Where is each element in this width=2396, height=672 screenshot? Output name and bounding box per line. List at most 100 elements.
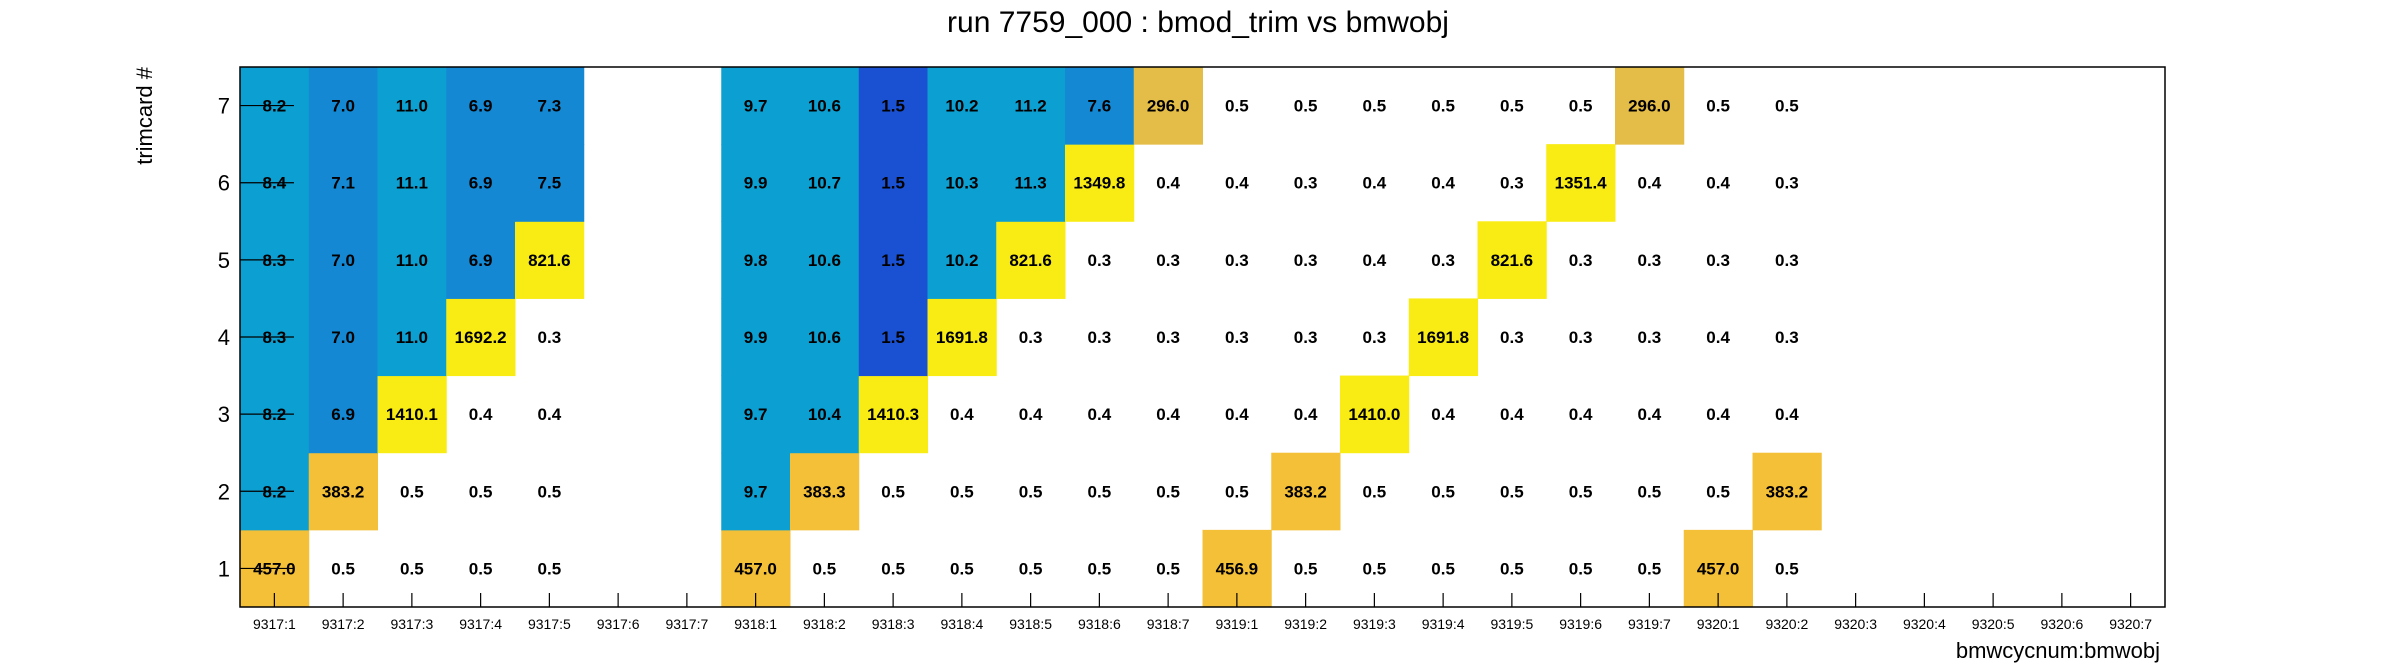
cell-value-label: 0.4 <box>1706 328 1730 347</box>
cell-value-label: 0.3 <box>1775 251 1799 270</box>
cell-value-label: 0.3 <box>1156 328 1180 347</box>
cell-value-label: 6.9 <box>469 251 493 270</box>
cell-value-label: 0.5 <box>1088 559 1112 578</box>
cell-value-label: 0.3 <box>1088 328 1112 347</box>
cell-value-label: 10.2 <box>945 97 978 116</box>
x-tick-label: 9318:4 <box>940 616 983 632</box>
heatmap-cell <box>377 221 447 299</box>
heatmap-cell <box>790 67 860 145</box>
cell-value-label: 11.1 <box>396 174 428 193</box>
heatmap-cell <box>858 67 928 145</box>
x-tick-label: 9320:4 <box>1903 616 1946 632</box>
cell-value-label: 1349.8 <box>1073 174 1125 193</box>
cell-value-label: 11.0 <box>396 328 428 347</box>
x-tick-label: 9319:5 <box>1490 616 1533 632</box>
cell-value-label: 0.5 <box>538 559 562 578</box>
x-tick-label: 9317:2 <box>322 616 365 632</box>
cell-value-label: 1410.0 <box>1348 405 1400 424</box>
heatmap-cell <box>996 67 1066 145</box>
cell-value-label: 821.6 <box>1009 251 1052 270</box>
cell-value-label: 0.4 <box>1775 405 1799 424</box>
heatmap-cell <box>308 375 378 454</box>
cell-value-label: 0.4 <box>469 405 493 424</box>
y-tick-label: 5 <box>218 248 230 273</box>
cell-value-label: 10.7 <box>808 174 841 193</box>
cell-value-label: 456.9 <box>1216 559 1259 578</box>
heatmap-cell <box>927 144 997 222</box>
cell-value-label: 0.3 <box>1225 251 1249 270</box>
x-tick-label: 9317:6 <box>597 616 640 632</box>
cell-value-label: 9.7 <box>744 482 768 501</box>
cell-value-label: 0.4 <box>1088 405 1112 424</box>
cell-value-label: 9.7 <box>744 97 768 116</box>
x-tick-label: 9318:6 <box>1078 616 1121 632</box>
cell-value-label: 0.5 <box>1638 482 1662 501</box>
chart-title: run 7759_000 : bmod_trim vs bmwobj <box>947 6 1449 39</box>
cell-value-label: 821.6 <box>528 251 571 270</box>
cell-value-label: 6.9 <box>469 174 493 193</box>
heatmap-cell <box>721 144 791 222</box>
cell-value-label: 0.4 <box>1431 174 1455 193</box>
x-axis-title: bmwcycnum:bmwobj <box>1956 638 2160 663</box>
cell-value-label: 0.5 <box>881 559 905 578</box>
cell-value-label: 457.0 <box>734 559 777 578</box>
cell-value-label: 0.4 <box>1363 251 1387 270</box>
cell-value-label: 0.4 <box>1638 174 1662 193</box>
y-tick-label: 4 <box>218 325 230 350</box>
cell-value-label: 0.4 <box>1638 405 1662 424</box>
cell-value-label: 0.4 <box>1500 405 1524 424</box>
cell-value-label: 10.4 <box>808 405 842 424</box>
x-tick-label: 9317:7 <box>665 616 708 632</box>
cell-value-label: 0.4 <box>1225 405 1249 424</box>
x-tick-label: 9318:1 <box>734 616 777 632</box>
cell-value-label: 0.3 <box>1363 328 1387 347</box>
x-tick-label: 9318:5 <box>1009 616 1052 632</box>
cell-value-label: 9.9 <box>744 174 768 193</box>
cell-value-label: 0.4 <box>1569 405 1593 424</box>
cell-value-label: 0.3 <box>1706 251 1730 270</box>
cell-value-label: 1.5 <box>881 251 905 270</box>
cell-value-label: 7.0 <box>331 251 355 270</box>
cell-value-label: 0.5 <box>813 559 837 578</box>
cell-value-label: 0.5 <box>469 482 493 501</box>
x-tick-label: 9319:1 <box>1215 616 1258 632</box>
cell-value-label: 1.5 <box>881 174 905 193</box>
heatmap-cell <box>1615 67 1685 145</box>
cell-value-label: 296.0 <box>1628 97 1671 116</box>
cell-value-label: 0.3 <box>1294 328 1318 347</box>
heatmap-cell <box>927 298 997 377</box>
cell-value-label: 0.5 <box>400 482 424 501</box>
cell-value-label: 0.4 <box>1294 405 1318 424</box>
heatmap-cell <box>721 452 791 531</box>
y-tick-label: 2 <box>218 479 230 504</box>
cell-value-label: 0.5 <box>1569 482 1593 501</box>
x-tick-label: 9319:2 <box>1284 616 1327 632</box>
cell-value-label: 0.5 <box>1500 482 1524 501</box>
heatmap-cell <box>858 221 928 299</box>
x-tick-label: 9320:6 <box>2040 616 2083 632</box>
heatmap-cell <box>446 67 516 145</box>
cell-value-label: 10.6 <box>808 251 841 270</box>
heatmap-cell <box>996 221 1066 299</box>
cell-value-label: 9.8 <box>744 251 768 270</box>
cell-value-label: 0.4 <box>1431 405 1455 424</box>
cell-value-label: 0.3 <box>1569 328 1593 347</box>
cell-value-label: 0.5 <box>1431 559 1455 578</box>
cell-value-labels: 457.0 0.5 0.5 0.5 0.5 457.0 0.5 0.5 0.5 0.5 0.5 0.5… <box>253 97 1808 579</box>
cell-value-label: 0.5 <box>1019 482 1043 501</box>
cell-value-label: 7.5 <box>538 174 562 193</box>
y-axis: 1 2 3 4 5 6 7 <box>218 94 294 581</box>
x-tick-label: 9319:6 <box>1559 616 1602 632</box>
heatmap-cell <box>996 144 1066 222</box>
cell-value-label: 0.5 <box>1225 97 1249 116</box>
heatmap-cell <box>446 221 516 299</box>
cell-value-label: 0.5 <box>538 482 562 501</box>
cell-value-label: 1691.8 <box>1417 328 1469 347</box>
cell-value-label: 7.3 <box>538 97 562 116</box>
cell-value-label: 0.4 <box>1019 405 1043 424</box>
cell-value-label: 457.0 <box>1697 559 1740 578</box>
y-tick-label: 1 <box>218 556 230 581</box>
x-tick-label: 9318:2 <box>803 616 846 632</box>
heatmap-cell <box>721 67 791 145</box>
cell-value-label: 0.3 <box>1019 328 1043 347</box>
